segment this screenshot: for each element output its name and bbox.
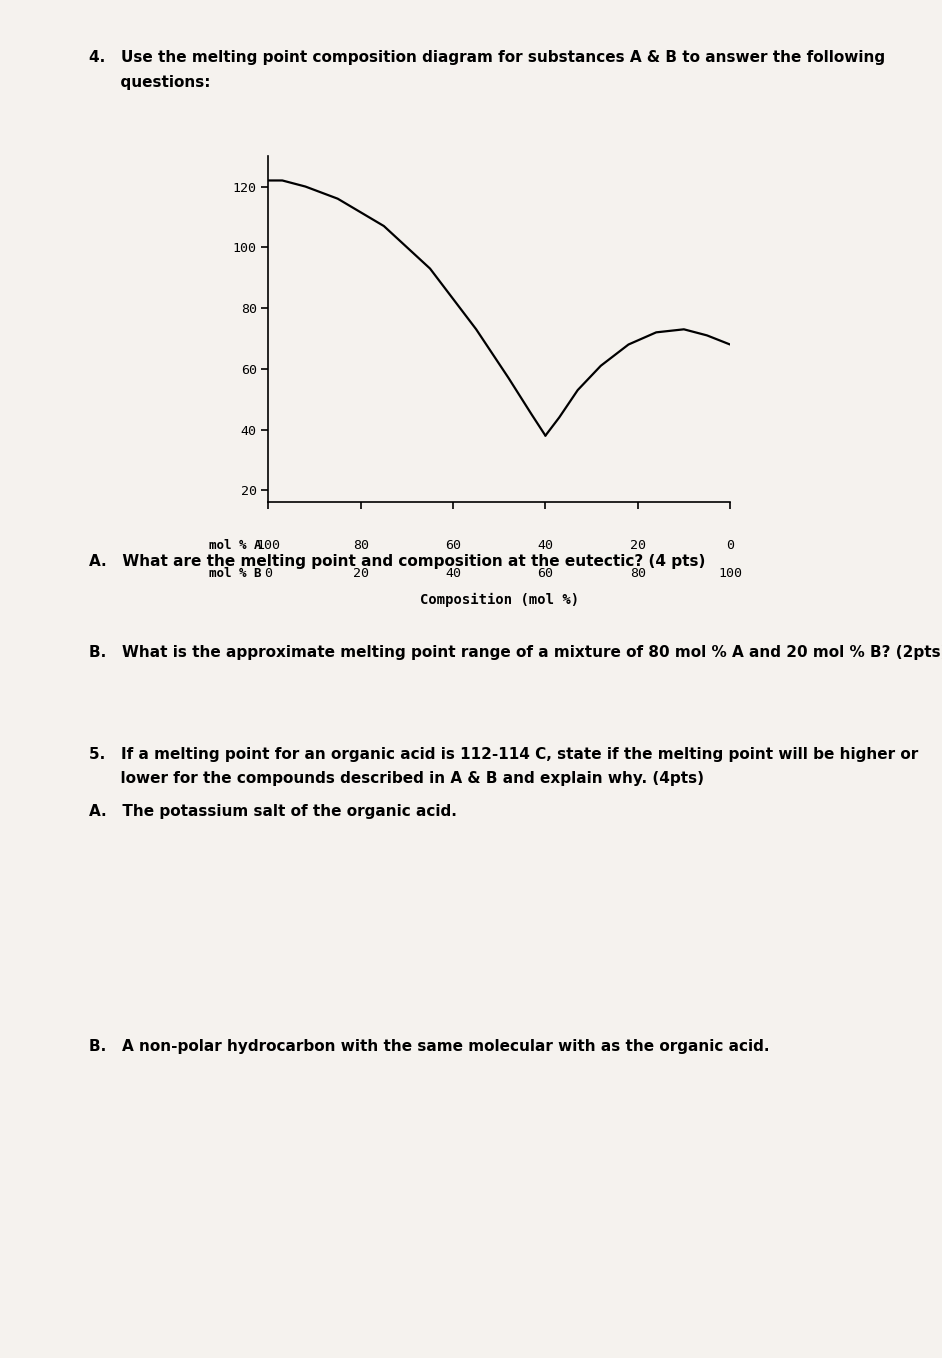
Text: 4.   Use the melting point composition diagram for substances A & B to answer th: 4. Use the melting point composition dia…: [89, 50, 885, 65]
Text: A.   What are the melting point and composition at the eutectic? (4 pts): A. What are the melting point and compos…: [89, 554, 706, 569]
Text: 40: 40: [538, 539, 553, 553]
Text: Composition (mol %): Composition (mol %): [420, 593, 578, 607]
Text: 0: 0: [726, 539, 734, 553]
Text: 5.   If a melting point for an organic acid is 112-114 C, state if the melting p: 5. If a melting point for an organic aci…: [89, 747, 918, 762]
Text: 100: 100: [718, 566, 742, 580]
Text: 80: 80: [630, 566, 645, 580]
Text: A.   The potassium salt of the organic acid.: A. The potassium salt of the organic aci…: [89, 804, 458, 819]
Text: B.   What is the approximate melting point range of a mixture of 80 mol % A and : B. What is the approximate melting point…: [89, 645, 942, 660]
Text: mol % A: mol % A: [209, 539, 262, 553]
Text: 20: 20: [630, 539, 645, 553]
Text: B.   A non-polar hydrocarbon with the same molecular with as the organic acid.: B. A non-polar hydrocarbon with the same…: [89, 1039, 770, 1054]
Text: 100: 100: [256, 539, 281, 553]
Text: 40: 40: [446, 566, 461, 580]
Text: lower for the compounds described in A & B and explain why. (4pts): lower for the compounds described in A &…: [89, 771, 705, 786]
Text: 60: 60: [446, 539, 461, 553]
Text: mol % B: mol % B: [209, 566, 262, 580]
Text: 20: 20: [353, 566, 368, 580]
Text: 60: 60: [538, 566, 553, 580]
Text: 0: 0: [265, 566, 272, 580]
Text: 80: 80: [353, 539, 368, 553]
Text: questions:: questions:: [89, 75, 211, 90]
